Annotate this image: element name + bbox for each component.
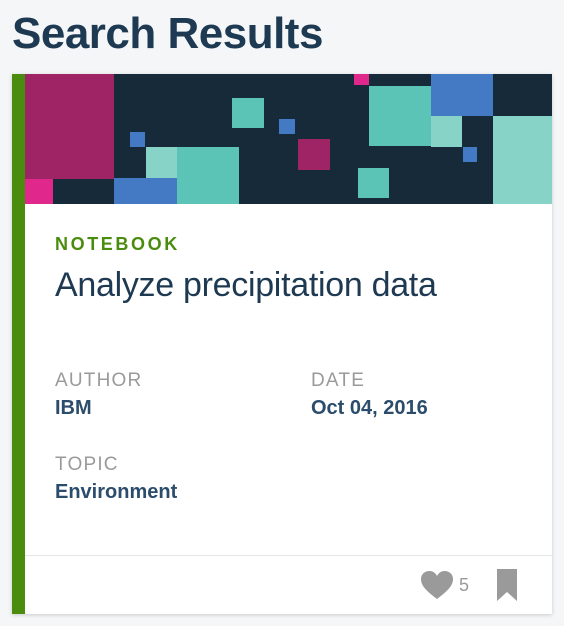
topic-value: Environment bbox=[55, 481, 178, 503]
page-title: Search Results bbox=[12, 9, 323, 58]
like-count: 5 bbox=[459, 574, 470, 595]
result-card[interactable]: NOTEBOOK Analyze precipitation data AUTH… bbox=[12, 74, 552, 614]
date-label: DATE bbox=[311, 370, 366, 391]
topic-label: TOPIC bbox=[55, 454, 119, 475]
card-footer-divider bbox=[25, 555, 552, 556]
author-label: AUTHOR bbox=[55, 370, 143, 391]
date-value: Oct 04, 2016 bbox=[311, 397, 428, 419]
like-button[interactable]: 5 bbox=[420, 568, 469, 602]
author-value: IBM bbox=[55, 397, 92, 419]
card-title[interactable]: Analyze precipitation data bbox=[55, 266, 437, 304]
bookmark-icon bbox=[497, 569, 517, 601]
bookmark-button[interactable] bbox=[495, 568, 519, 602]
card-banner-image bbox=[25, 74, 552, 204]
content-type-label: NOTEBOOK bbox=[55, 234, 180, 254]
card-accent-bar bbox=[12, 74, 25, 614]
heart-icon bbox=[421, 571, 453, 599]
